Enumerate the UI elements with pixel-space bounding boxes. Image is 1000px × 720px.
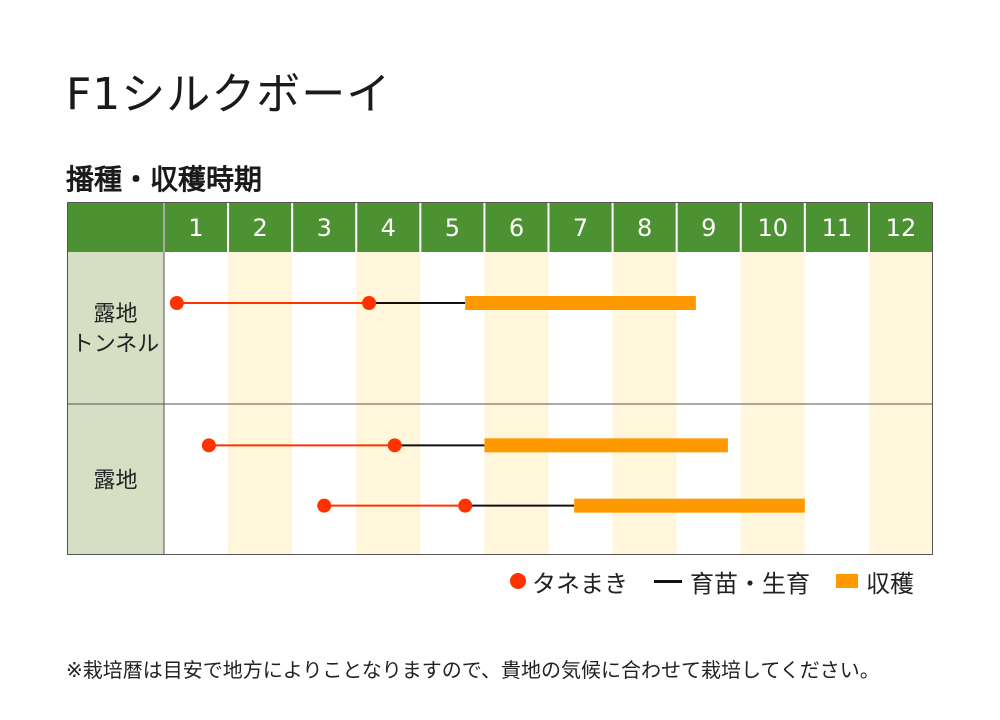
harvest-bar <box>465 296 696 310</box>
row-label: 露地 <box>93 302 137 327</box>
legend: タネまき 育苗・生育 収穫 <box>510 563 914 599</box>
legend-sowing-label: タネまき <box>532 569 628 598</box>
harvest-bar-icon <box>836 574 858 588</box>
month-label: 3 <box>317 214 332 242</box>
row-label: トンネル <box>72 332 160 357</box>
month-label: 11 <box>822 214 853 242</box>
harvest-bar <box>574 498 805 513</box>
month-label: 5 <box>445 214 460 242</box>
sowing-dot-icon <box>510 573 526 589</box>
sowing-end-dot <box>458 498 473 513</box>
month-label: 4 <box>381 214 396 242</box>
header-band <box>67 202 933 252</box>
row-label: 露地 <box>93 469 137 494</box>
page-title: F1シルクボーイ <box>66 69 392 120</box>
harvest-bar <box>484 438 728 453</box>
month-label: 12 <box>886 214 917 242</box>
chart-subtitle: 播種・収穫時期 <box>66 163 263 196</box>
month-label: 1 <box>188 214 203 242</box>
month-label: 6 <box>509 214 524 242</box>
chart-frame <box>67 202 933 555</box>
month-label: 8 <box>637 214 652 242</box>
legend-growing: 育苗・生育 <box>654 564 810 599</box>
sowing-start-dot <box>201 438 216 453</box>
sowing-start-dot <box>317 498 332 513</box>
footnote: ※栽培暦は目安で地方によりことなりますので、貴地の気候に合わせて栽培してください… <box>66 658 880 682</box>
month-label: 2 <box>252 214 267 242</box>
month-label: 10 <box>758 214 789 242</box>
month-label: 7 <box>573 214 588 242</box>
legend-sowing: タネまき <box>510 564 628 599</box>
growing-line-icon <box>654 579 682 583</box>
legend-harvest-label: 収穫 <box>866 569 914 598</box>
sowing-end-dot <box>387 438 402 453</box>
legend-harvest: 収穫 <box>836 564 914 599</box>
sowing-end-dot <box>362 296 377 310</box>
month-label: 9 <box>701 214 716 242</box>
legend-growing-label: 育苗・生育 <box>690 569 810 598</box>
sowing-start-dot <box>169 296 184 310</box>
